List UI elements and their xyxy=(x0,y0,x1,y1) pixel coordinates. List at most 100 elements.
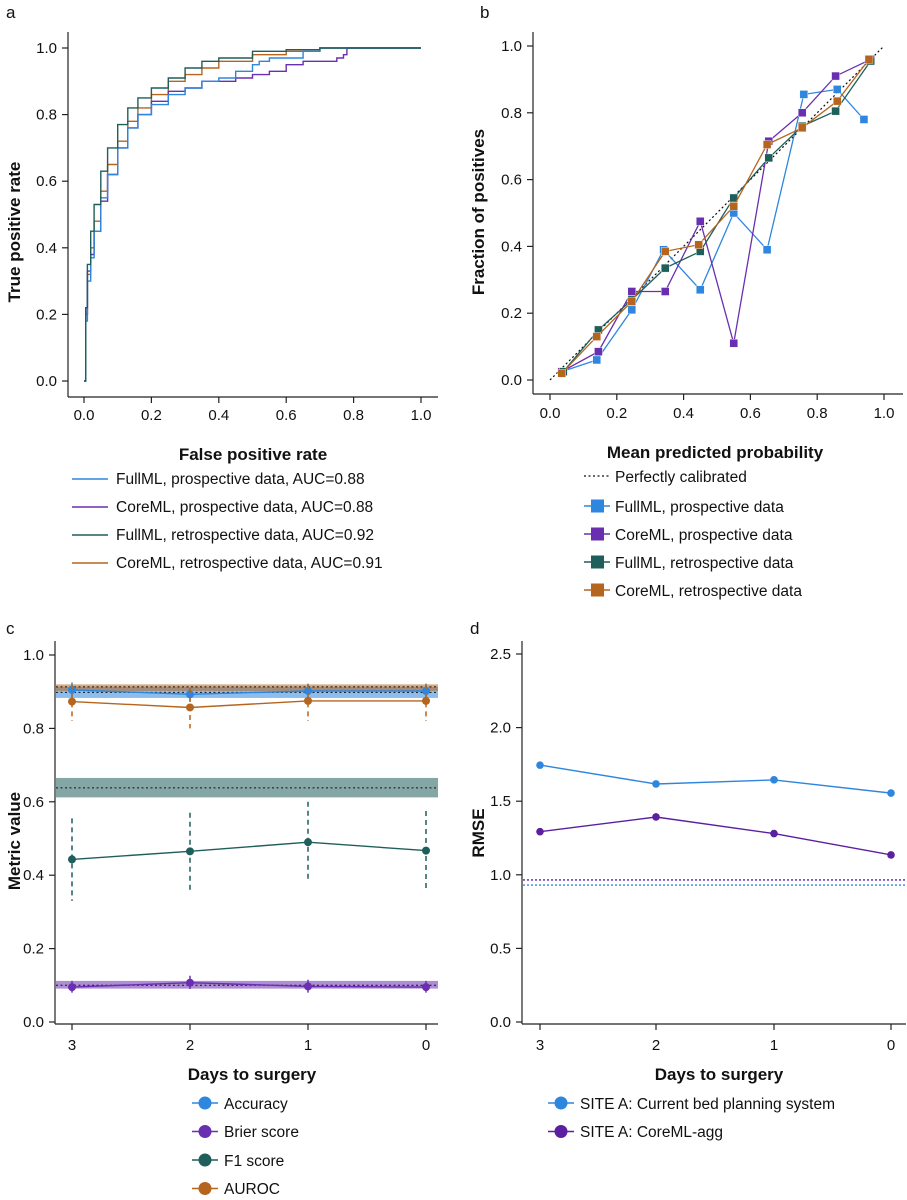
y-tick-label-c: 0.2 xyxy=(23,941,44,958)
legend-c-3: AUROC xyxy=(224,1181,280,1198)
legend-d-marker-0 xyxy=(554,1096,568,1110)
calibration-point xyxy=(557,369,566,378)
calibration-point xyxy=(729,202,738,211)
legend-b-3: CoreML, retrospective data xyxy=(615,583,802,600)
ylabel-d: RMSE xyxy=(469,808,488,857)
y-tick-label-a: 0.6 xyxy=(36,173,57,190)
legend-b-marker-2 xyxy=(591,555,604,569)
calibration-point xyxy=(627,287,637,296)
metric-point xyxy=(186,847,194,856)
legend-d-0: SITE A: Current bed planning system xyxy=(580,1096,835,1113)
legend-c-1: Brier score xyxy=(224,1124,299,1141)
y-tick-label-d: 2.0 xyxy=(490,720,511,737)
roc-curve-0 xyxy=(84,47,421,382)
metric-point xyxy=(68,983,76,992)
rmse-point xyxy=(536,827,544,836)
y-tick-label-b: 0.8 xyxy=(501,105,522,122)
calibration-line-1 xyxy=(561,58,871,373)
roc-curve-3 xyxy=(84,47,421,382)
y-tick-label-a: 0.2 xyxy=(36,306,57,323)
metric-line-3 xyxy=(71,700,426,709)
x-tick-label-c: 0 xyxy=(422,1037,430,1054)
y-tick-label-c: 0.0 xyxy=(23,1014,44,1031)
legend-b-1: CoreML, prospective data xyxy=(615,527,793,544)
calibration-line-3 xyxy=(561,59,870,374)
ylabel-c: Metric value xyxy=(5,792,24,890)
x-tick-label-a: 1.0 xyxy=(411,407,432,424)
y-tick-label-b: 1.0 xyxy=(501,38,522,55)
metric-point xyxy=(68,855,76,864)
x-tick-label-a: 0.0 xyxy=(74,407,95,424)
legend-d-1: SITE A: CoreML-agg xyxy=(580,1124,723,1141)
x-tick-label-d: 0 xyxy=(887,1037,895,1054)
y-tick-label-b: 0.2 xyxy=(501,305,522,322)
metric-line-1 xyxy=(71,981,427,988)
calibration-point xyxy=(661,263,670,273)
calibration-point xyxy=(859,115,869,124)
calibration-point xyxy=(833,96,842,106)
xlabel-b: Mean predicted probability xyxy=(607,443,824,462)
legend-c-marker-0 xyxy=(198,1096,212,1110)
roc-curve-1 xyxy=(84,47,421,382)
y-tick-label-d: 0.5 xyxy=(490,940,511,957)
panel-label-c: c xyxy=(6,619,15,638)
calibration-point xyxy=(627,297,637,306)
calibration-point xyxy=(696,217,705,226)
x-tick-label-d: 3 xyxy=(536,1037,544,1054)
x-tick-label-b: 0.6 xyxy=(740,405,761,422)
x-tick-label-b: 0.4 xyxy=(673,405,694,422)
metric-point xyxy=(422,983,430,992)
x-tick-label-d: 2 xyxy=(652,1037,660,1054)
rmse-point xyxy=(652,780,660,788)
metric-point xyxy=(304,686,312,695)
rmse-point xyxy=(652,813,660,821)
metric-point xyxy=(304,982,312,991)
ylabel-a: True positive rate xyxy=(5,162,24,303)
x-tick-label-a: 0.6 xyxy=(276,407,297,424)
legend-c-0: Accuracy xyxy=(224,1096,288,1113)
y-tick-label-d: 0.0 xyxy=(490,1014,511,1031)
xlabel-a: False positive rate xyxy=(179,445,327,464)
legend-c-marker-3 xyxy=(198,1182,212,1195)
metric-point xyxy=(186,978,194,987)
calibration-point xyxy=(864,55,874,64)
y-tick-label-c: 0.4 xyxy=(23,867,44,884)
panel-label-a: a xyxy=(6,3,16,22)
x-tick-label-b: 0.0 xyxy=(540,405,561,422)
calibration-point xyxy=(661,247,670,256)
rmse-point xyxy=(770,776,778,784)
calibration-point xyxy=(797,123,807,133)
rmse-point xyxy=(887,851,895,859)
legend-b-marker-3 xyxy=(591,583,604,597)
legend-c-marker-1 xyxy=(198,1125,212,1138)
calibration-point xyxy=(592,332,601,341)
xlabel-d: Days to surgery xyxy=(655,1065,784,1084)
xlabel-c: Days to surgery xyxy=(188,1065,317,1084)
calibration-point xyxy=(627,305,637,315)
metric-point xyxy=(68,685,76,694)
x-tick-label-a: 0.2 xyxy=(141,407,162,424)
x-tick-label-b: 0.8 xyxy=(807,405,828,422)
x-tick-label-b: 1.0 xyxy=(874,405,895,422)
x-tick-label-b: 0.2 xyxy=(606,405,627,422)
calibration-point xyxy=(831,71,840,81)
calibration-point xyxy=(831,106,840,116)
calibration-point xyxy=(797,108,807,118)
metric-point xyxy=(68,697,76,706)
y-tick-label-d: 1.0 xyxy=(490,867,511,884)
y-tick-label-d: 1.5 xyxy=(490,793,511,810)
reference-band-3 xyxy=(56,684,438,691)
calibration-point xyxy=(729,339,738,348)
y-tick-label-b: 0.4 xyxy=(501,238,522,255)
x-tick-label-a: 0.8 xyxy=(343,407,364,424)
rmse-point xyxy=(887,789,895,797)
y-tick-label-c: 0.8 xyxy=(23,720,44,737)
calibration-point xyxy=(764,153,773,163)
y-tick-label-c: 0.6 xyxy=(23,794,44,811)
calibration-point xyxy=(694,240,703,249)
metric-point xyxy=(422,686,430,695)
legend-a-0: FullML, prospective data, AUC=0.88 xyxy=(116,471,365,488)
ylabel-b: Fraction of positives xyxy=(469,129,488,295)
calibration-point xyxy=(661,287,670,296)
